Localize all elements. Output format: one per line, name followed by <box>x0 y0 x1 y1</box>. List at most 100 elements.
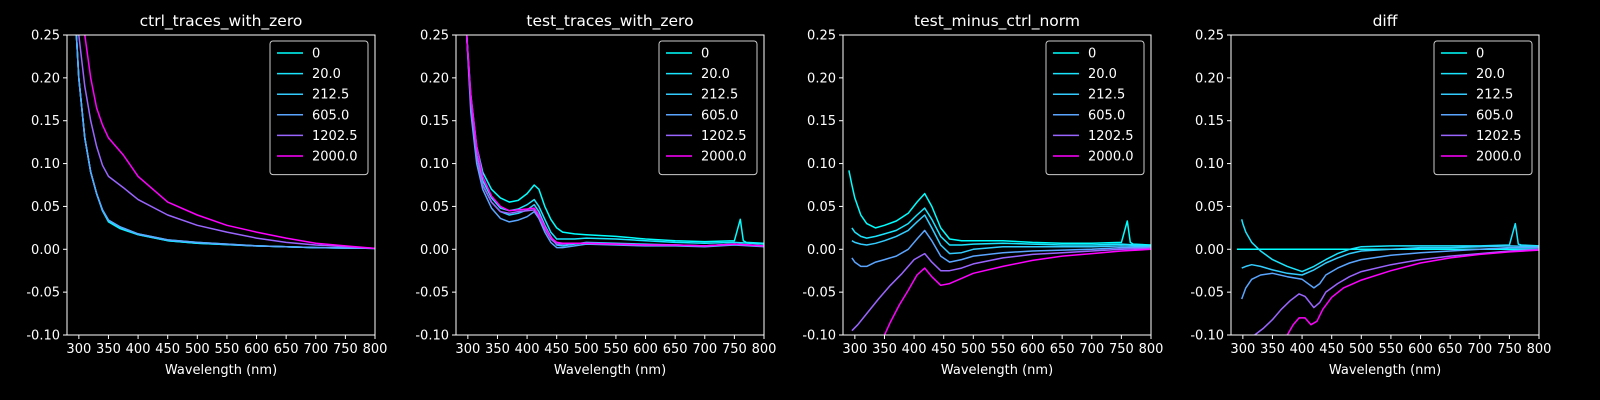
x-tick-label: 400 <box>902 342 927 357</box>
x-tick-label: 500 <box>1349 342 1374 357</box>
y-tick-label: 0.20 <box>31 71 60 86</box>
x-tick-label: 750 <box>333 342 358 357</box>
axes-frame <box>842 34 1152 336</box>
series-line-1202.5 <box>78 35 375 250</box>
y-tick-label: 0.15 <box>807 114 836 129</box>
series-group <box>465 35 764 249</box>
y-tick-label: 0.05 <box>807 200 836 215</box>
y-tick-label: 0.15 <box>31 114 60 129</box>
series-line-212.5 <box>851 214 1151 255</box>
x-tick-label: 700 <box>303 342 328 357</box>
x-tick-label: 450 <box>1319 342 1344 357</box>
y-tick-label: 0.25 <box>31 29 60 44</box>
x-tick-label: 350 <box>96 342 121 357</box>
series-line-2000.0 <box>465 35 764 247</box>
x-tick-label: 550 <box>1379 342 1404 357</box>
y-tick-label: -0.10 <box>26 329 60 344</box>
x-tick-label: 650 <box>274 342 299 357</box>
x-tick-label: 600 <box>244 342 269 357</box>
y-tick-label: -0.10 <box>415 329 449 344</box>
series-line-2000.0 <box>84 35 375 250</box>
legend-entry-label: 212.5 <box>1476 88 1513 103</box>
series-line-1202.5 <box>851 247 1151 332</box>
y-tick-label: 0.15 <box>420 114 449 129</box>
x-tick-label: 800 <box>363 342 388 357</box>
x-tick-label: 350 <box>485 342 510 357</box>
series-line-605.0 <box>75 35 375 250</box>
y-tick-label: -0.05 <box>26 286 60 301</box>
chart-title: test_minus_ctrl_norm <box>914 12 1080 31</box>
series-line-0 <box>848 170 1151 246</box>
y-tick-label: 0.20 <box>1195 71 1224 86</box>
x-tick-label: 500 <box>574 342 599 357</box>
y-tick-label: 0.25 <box>807 29 836 44</box>
legend-entry-label: 1202.5 <box>312 129 358 144</box>
x-tick-label: 350 <box>872 342 897 357</box>
y-tick-label: 0.10 <box>1195 157 1224 172</box>
x-tick-label: 300 <box>66 342 91 357</box>
axes-frame <box>66 34 376 336</box>
x-tick-label: 500 <box>961 342 986 357</box>
x-tick-label: 550 <box>604 342 629 357</box>
x-tick-label: 300 <box>1230 342 1255 357</box>
y-tick-label: 0.05 <box>420 200 449 215</box>
x-tick-label: 400 <box>126 342 151 357</box>
legend-entry-label: 20.0 <box>1476 67 1505 82</box>
y-tick-label: -0.05 <box>1190 286 1224 301</box>
legend: 0 20.0 212.5 605.0 1202.5 2000.0 <box>658 40 758 176</box>
legend-entry-label: 212.5 <box>1088 88 1125 103</box>
legend-entry-label: 605.0 <box>312 108 349 123</box>
series-line-212.5 <box>1241 245 1539 276</box>
x-tick-label: 700 <box>1467 342 1492 357</box>
legend-entry-label: 1202.5 <box>1476 129 1522 144</box>
legend-entry-label: 605.0 <box>701 108 738 123</box>
x-tick-label: 700 <box>692 342 717 357</box>
x-axis-label: Wavelength (nm) <box>941 363 1053 378</box>
y-tick-label: -0.10 <box>1190 329 1224 344</box>
x-axis-label: Wavelength (nm) <box>554 363 666 378</box>
subplot-3: 300 350 400 450 500 550 600 650 700 750 800 -0.10 -0… <box>802 12 1163 378</box>
series-line-2000.0 <box>883 248 1151 335</box>
x-tick-label: 650 <box>663 342 688 357</box>
y-tick-label: 0.25 <box>1195 29 1224 44</box>
subplot-1: 300 350 400 450 500 550 600 650 700 750 800 -0.10 -0… <box>26 12 387 378</box>
y-tick-label: 0.00 <box>807 243 836 258</box>
y-tick-label: 0.00 <box>31 243 60 258</box>
y-tick-label: 0.25 <box>420 29 449 44</box>
legend-box <box>1433 40 1533 176</box>
subplot-2: 300 350 400 450 500 550 600 650 700 750 800 -0.10 -0… <box>415 12 776 378</box>
legend-entry-label: 0 <box>701 47 709 62</box>
x-tick-label: 750 <box>1497 342 1522 357</box>
legend-entry-label: 605.0 <box>1088 108 1125 123</box>
x-tick-label: 650 <box>1438 342 1463 357</box>
y-tick-label: 0.10 <box>420 157 449 172</box>
x-tick-label: 500 <box>185 342 210 357</box>
series-line-605.0 <box>1240 246 1539 300</box>
chart-title: ctrl_traces_with_zero <box>140 12 303 31</box>
x-axis-label: Wavelength (nm) <box>165 363 277 378</box>
legend: 0 20.0 212.5 605.0 1202.5 2000.0 <box>1433 40 1533 176</box>
x-tick-label: 800 <box>752 342 777 357</box>
legend-box <box>658 40 758 176</box>
legend-entry-label: 605.0 <box>1476 108 1513 123</box>
series-group <box>1236 219 1539 335</box>
subplot-4: 300 350 400 450 500 550 600 650 700 750 800 -0.10 -0… <box>1190 12 1551 378</box>
axes-frame <box>1230 34 1540 336</box>
legend-entry-label: 2000.0 <box>1476 150 1522 165</box>
x-tick-label: 350 <box>1260 342 1285 357</box>
legend-entry-label: 20.0 <box>701 67 730 82</box>
series-line-0 <box>465 35 764 245</box>
legend-entry-label: 2000.0 <box>312 150 358 165</box>
chart-title: test_traces_with_zero <box>526 12 693 31</box>
series-line-2000.0 <box>1286 249 1539 335</box>
y-tick-label: -0.10 <box>802 329 836 344</box>
legend-entry-label: 212.5 <box>701 88 738 103</box>
series-group <box>848 170 1151 335</box>
x-tick-label: 750 <box>722 342 747 357</box>
legend-box <box>1045 40 1145 176</box>
x-tick-label: 300 <box>455 342 480 357</box>
legend-entry-label: 20.0 <box>1088 67 1117 82</box>
y-tick-label: 0.20 <box>420 71 449 86</box>
chart-title: diff <box>1373 12 1398 30</box>
series-line-605.0 <box>465 35 764 249</box>
